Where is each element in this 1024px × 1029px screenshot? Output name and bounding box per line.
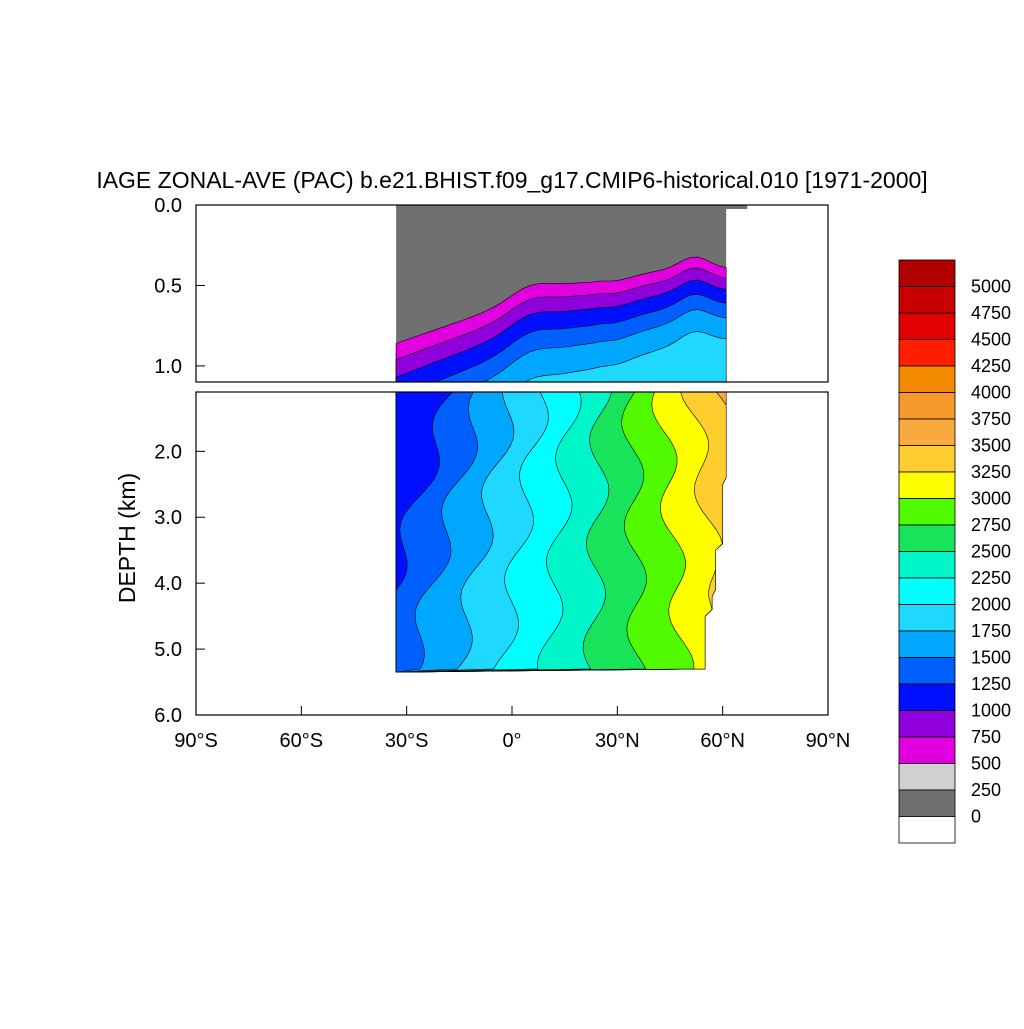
colorbar-label: 3500 xyxy=(971,436,1011,456)
colorbar-box xyxy=(898,604,956,632)
colorbar-box xyxy=(898,789,956,817)
colorbar-label: 1000 xyxy=(971,701,1011,721)
colorbar-label: 3750 xyxy=(971,409,1011,429)
y-tick-label: 0.5 xyxy=(154,275,182,297)
x-tick-label: 60°S xyxy=(280,730,324,752)
axes: 90°S 60°S 30°S 0° 30°N 60°N 90°N 0.0 0.5 1.0 2.0 3.… xyxy=(154,195,850,752)
upper-panel-contours xyxy=(395,205,748,382)
x-tick-label: 90°N xyxy=(806,730,851,752)
y-tick-label: 3.0 xyxy=(154,507,182,529)
lower-band-4 xyxy=(395,392,454,673)
colorbar-box xyxy=(898,445,956,473)
colorbar-label: 0 xyxy=(971,807,981,827)
x-tick-label: 0° xyxy=(502,730,521,752)
y-tick-label: 6.0 xyxy=(154,705,182,727)
upper-panel-frame xyxy=(195,204,829,383)
x-tick-label: 90°S xyxy=(174,730,218,752)
colorbar-box xyxy=(898,710,956,738)
colorbar-label: 1750 xyxy=(971,621,1011,641)
colorbar-box xyxy=(898,339,956,367)
colorbar-box xyxy=(898,683,956,711)
colorbar-label: 1500 xyxy=(971,648,1011,668)
colorbar-label: 4750 xyxy=(971,303,1011,323)
colorbar-label: 500 xyxy=(971,754,1001,774)
colorbar-label: 3000 xyxy=(971,489,1011,509)
colorbar-label: 3250 xyxy=(971,462,1011,482)
upper-band-7 xyxy=(395,331,727,382)
colorbar-label: 4000 xyxy=(971,383,1011,403)
colorbar-box xyxy=(898,816,956,844)
lower-panel-contours xyxy=(395,392,727,673)
colorbar-box xyxy=(898,657,956,685)
colorbar-label: 5000 xyxy=(971,277,1011,297)
colorbar: 5000475045004250400037503500325030002750… xyxy=(898,259,1011,844)
y-tick-label: 1.0 xyxy=(154,356,182,378)
colorbar-box xyxy=(898,498,956,526)
upper-band-surface-strip xyxy=(726,205,748,209)
colorbar-label: 2250 xyxy=(971,568,1011,588)
colorbar-box xyxy=(898,286,956,314)
x-tick-label: 30°N xyxy=(595,730,640,752)
colorbar-label: 1250 xyxy=(971,674,1011,694)
colorbar-label: 2000 xyxy=(971,595,1011,615)
colorbar-label: 4500 xyxy=(971,330,1011,350)
y-axis-label: DEPTH (km) xyxy=(114,473,140,603)
colorbar-box xyxy=(898,551,956,579)
colorbar-box xyxy=(898,259,956,287)
colorbar-box xyxy=(898,736,956,764)
y-tick-label: 0.0 xyxy=(154,195,182,217)
colorbar-box xyxy=(898,630,956,658)
y-tick-label: 4.0 xyxy=(154,573,182,595)
colorbar-label: 250 xyxy=(971,780,1001,800)
colorbar-box xyxy=(898,524,956,552)
colorbar-label: 4250 xyxy=(971,356,1011,376)
x-tick-label: 60°N xyxy=(700,730,745,752)
colorbar-box xyxy=(898,392,956,420)
colorbar-box xyxy=(898,763,956,791)
x-tick-label: 30°S xyxy=(385,730,429,752)
y-tick-label: 5.0 xyxy=(154,639,182,661)
colorbar-box xyxy=(898,365,956,393)
colorbar-label: 2750 xyxy=(971,515,1011,535)
colorbar-box xyxy=(898,471,956,499)
colorbar-box xyxy=(898,577,956,605)
chart-title: IAGE ZONAL-AVE (PAC) b.e21.BHIST.f09_g17… xyxy=(96,167,927,193)
colorbar-label: 2500 xyxy=(971,542,1011,562)
colorbar-box xyxy=(898,312,956,340)
colorbar-label: 750 xyxy=(971,727,1001,747)
colorbar-box xyxy=(898,418,956,446)
y-tick-label: 2.0 xyxy=(154,441,182,463)
